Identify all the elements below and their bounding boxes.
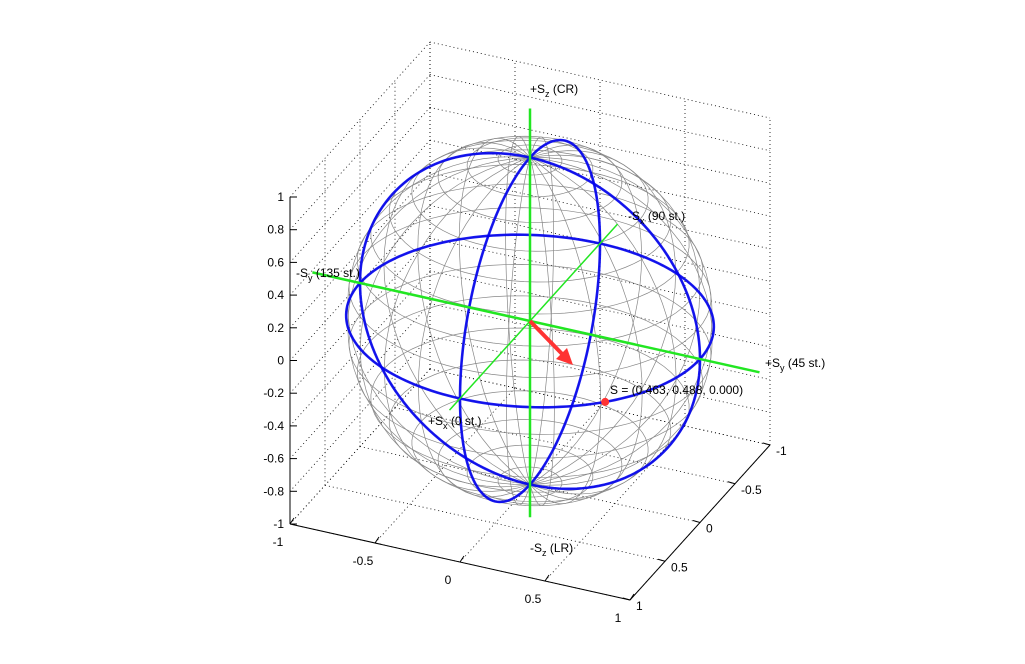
wireframe-meridian xyxy=(529,139,601,485)
z-tick-label: 0.4 xyxy=(267,288,284,302)
point-label: S = (0.463, 0.488, 0.000) xyxy=(610,383,743,397)
x-tick-label: -0.5 xyxy=(353,554,374,568)
grid-line xyxy=(374,387,516,544)
wireframe-meridian xyxy=(459,157,531,503)
vector-arrowhead xyxy=(556,348,573,365)
stokes-point xyxy=(601,397,610,406)
grid-line xyxy=(289,139,431,296)
sy-axis xyxy=(312,271,760,374)
z-tick-label: 0.8 xyxy=(267,223,284,237)
grid-line xyxy=(289,172,431,329)
y-tick-label: 0 xyxy=(706,522,713,536)
y-tick-label: -0.5 xyxy=(741,483,762,497)
y-tick xyxy=(657,558,666,562)
y-tick-label: 0.5 xyxy=(671,560,688,574)
x-tick-label: -1 xyxy=(273,535,284,549)
stokes-vector xyxy=(528,319,610,406)
stokes-axes xyxy=(312,108,760,518)
y-tick xyxy=(622,597,631,601)
sx-axis xyxy=(448,223,619,411)
z-tick-label: -0.2 xyxy=(263,386,284,400)
grid-line xyxy=(289,74,431,230)
wireframe-meridian xyxy=(359,157,531,488)
grid-line xyxy=(289,303,431,459)
label-sx-neg: -Sx (90 st.) xyxy=(628,209,685,226)
z-tick-label: -1 xyxy=(273,517,284,531)
wireframe-meridian xyxy=(529,136,554,485)
grid-line xyxy=(289,41,431,198)
z-tick-label: -0.8 xyxy=(263,484,284,498)
y-tick xyxy=(762,442,771,446)
x-tick xyxy=(544,574,550,582)
x-tick-label: 0 xyxy=(445,573,452,587)
grid-line xyxy=(544,425,686,582)
wireframe-meridian xyxy=(506,157,531,506)
y-tick xyxy=(727,481,736,485)
label-sy-pos: +Sy (45 st.) xyxy=(765,356,825,373)
y-tick-label: -1 xyxy=(776,444,787,458)
grid-line xyxy=(289,107,431,263)
wireframe-meridian xyxy=(529,154,701,485)
vector-shaft xyxy=(528,319,569,361)
tick-labels: 1 0.8 0.6 0.4 0.2 0 -0.2 -0.4 -0.6 -0.8 -1 -1 -0.5 0 0… xyxy=(263,190,787,625)
wireframe-meridian xyxy=(347,156,531,485)
z-tick-label: -0.6 xyxy=(263,452,284,466)
axis-labels: +Sz (CR) -Sz (LR) +Sy (45 st.) -Sy (135 … xyxy=(296,82,825,558)
wireframe-meridian xyxy=(347,157,531,485)
z-tick-label: 0.2 xyxy=(267,321,284,335)
x-tick xyxy=(629,593,635,601)
x-tick xyxy=(289,517,295,525)
z-tick-label: 1 xyxy=(277,190,284,204)
x-tick-label: 1 xyxy=(615,611,622,625)
z-tick-label: -0.4 xyxy=(263,419,284,433)
x-tick xyxy=(459,555,465,563)
grid-line xyxy=(289,336,431,492)
z-tick-label: 0 xyxy=(277,354,284,368)
x-tick xyxy=(374,536,380,544)
y-tick xyxy=(692,520,701,523)
x-tick-label: 0.5 xyxy=(525,592,542,606)
z-tick-label: 0.6 xyxy=(267,255,284,269)
label-sz-pos: +Sz (CR) xyxy=(530,82,578,99)
label-sy-neg: -Sy (135 st.) xyxy=(296,266,360,283)
label-sz-neg: -Sz (LR) xyxy=(530,541,573,558)
y-tick-label: 1 xyxy=(636,599,643,613)
label-sx-pos: +Sx (0 st.) xyxy=(428,414,482,431)
